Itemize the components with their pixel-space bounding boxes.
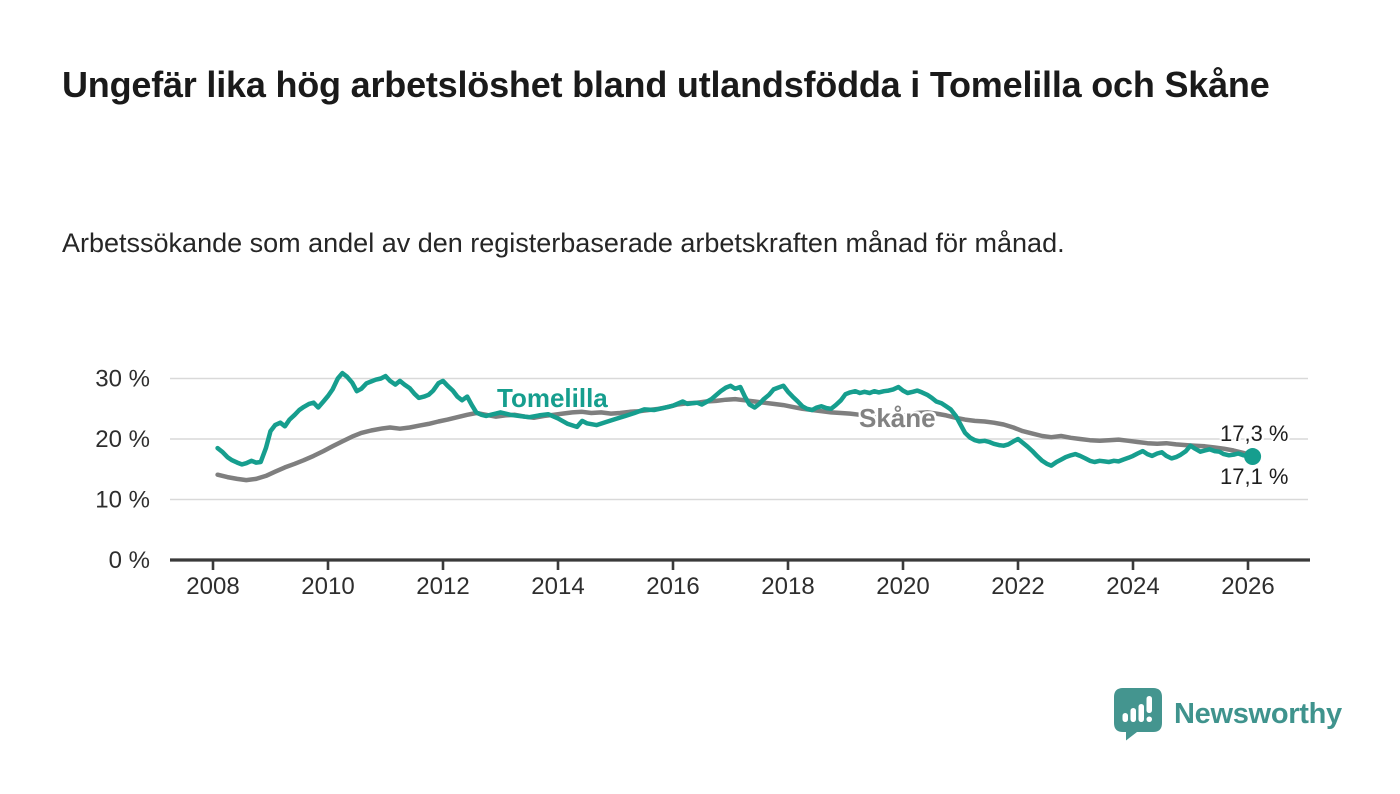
y-tick-label-30: 30 % [95, 366, 150, 393]
x-tick-label-2016: 2016 [646, 573, 699, 600]
bar-chart-bar-3 [1138, 703, 1144, 722]
newsworthy-brand: Newsworthy [1113, 686, 1342, 742]
exclamation-dot [1146, 716, 1152, 722]
exclamation-bar [1146, 695, 1152, 713]
x-tick-label-2026: 2026 [1221, 573, 1274, 600]
end-value-tomelilla: 17,1 % [1220, 464, 1289, 489]
x-tick-label-2014: 2014 [531, 573, 584, 600]
end-value-skane: 17,3 % [1220, 421, 1289, 446]
y-tick-label-0: 0 % [109, 547, 150, 574]
brand-wordmark: Newsworthy [1174, 697, 1342, 730]
series-line-tomelilla [215, 370, 1255, 468]
latest-value-dot-tomelilla [1244, 448, 1262, 466]
page-title: Ungefär lika hög arbetslöshet bland utla… [62, 64, 1270, 105]
x-tick-label-2024: 2024 [1106, 573, 1159, 600]
newsworthy-logo-icon [1114, 687, 1162, 740]
series-label-tomelilla: Tomelilla [497, 383, 608, 413]
x-tick-label-2012: 2012 [416, 573, 469, 600]
y-tick-label-10: 10 % [95, 487, 150, 514]
x-tick-label-2008: 2008 [186, 573, 239, 600]
series-line-skåne [215, 396, 1255, 483]
page-subtitle: Arbetssökande som andel av den registerb… [62, 228, 1065, 258]
bar-chart-bar-2 [1130, 707, 1136, 722]
x-tick-label-2020: 2020 [876, 573, 929, 600]
bar-chart-bar-1 [1122, 712, 1128, 722]
y-tick-label-20: 20 % [95, 426, 150, 453]
speech-bubble-shape [1114, 687, 1162, 740]
x-tick-label-2022: 2022 [991, 573, 1044, 600]
series-label-skane: Skåne [859, 403, 936, 433]
x-tick-label-2018: 2018 [761, 573, 814, 600]
x-tick-label-2010: 2010 [301, 573, 354, 600]
